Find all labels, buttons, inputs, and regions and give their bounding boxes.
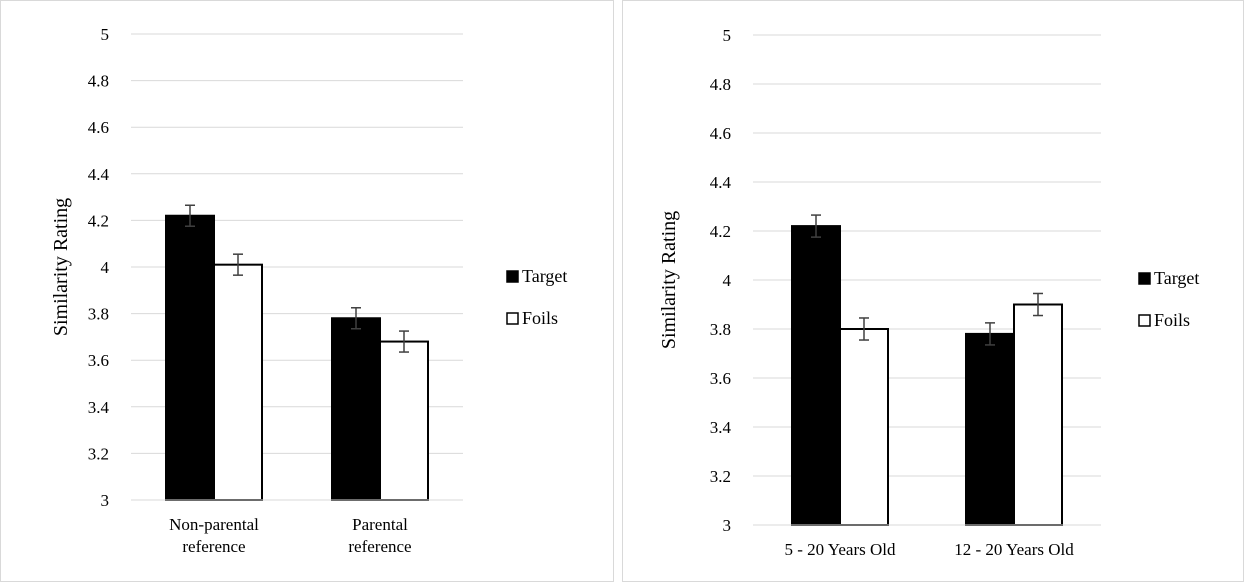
error-bar — [351, 307, 361, 330]
legend-swatch-target — [1138, 272, 1151, 285]
chart-panel-age-range: 3 3.2 3.4 3.6 3.8 4 4.2 4.4 4.6 4.8 5 Similarity Ra… — [622, 0, 1244, 582]
x-category-label: reference — [182, 537, 245, 556]
y-tick-label: 3.4 — [88, 398, 110, 417]
y-tick-label: 3.4 — [710, 418, 732, 437]
legend-label-target: Target — [522, 266, 567, 286]
x-category-label: Parental — [352, 515, 408, 534]
error-bar — [1033, 292, 1043, 317]
legend-label-target: Target — [1154, 268, 1199, 288]
bar-target — [331, 317, 381, 502]
y-tick-label: 4.4 — [710, 173, 732, 192]
y-tick-label: 4.2 — [88, 211, 109, 230]
y-tick-label: 4 — [723, 271, 732, 290]
bar-target — [791, 225, 841, 526]
y-axis-label: Similarity Rating — [50, 198, 72, 336]
chart-svg-right: 3 3.2 3.4 3.6 3.8 4 4.2 4.4 4.6 4.8 5 Similarity Ra… — [658, 26, 1199, 559]
y-tick-label: 4 — [101, 258, 110, 277]
chart-svg-left: 3 3.2 3.4 3.6 3.8 4 4.2 4.4 4.6 4.8 5 Similarity Ra… — [50, 25, 567, 556]
legend-label-foils: Foils — [1154, 310, 1190, 330]
y-tick-label: 3 — [101, 491, 110, 510]
legend-label-foils: Foils — [522, 308, 558, 328]
y-tick-label: 5 — [723, 26, 732, 45]
y-tick-label: 4.2 — [710, 222, 731, 241]
x-category-label: Non-parental — [169, 515, 259, 534]
legend-swatch-foils — [1138, 314, 1151, 327]
bar-foils — [379, 340, 429, 501]
bar-target — [965, 332, 1015, 526]
bar-target — [165, 214, 215, 502]
y-tick-label: 4.8 — [88, 72, 109, 91]
y-tick-label: 5 — [101, 25, 110, 44]
error-bar — [811, 214, 821, 238]
y-tick-label: 3.2 — [88, 444, 109, 463]
error-bar — [859, 317, 869, 341]
error-bar — [399, 330, 409, 353]
x-category-label: reference — [348, 537, 411, 556]
y-tick-label: 4.6 — [710, 124, 731, 143]
y-tick-label: 3.6 — [88, 351, 109, 370]
x-category-label: 12 - 20 Years Old — [954, 540, 1074, 559]
y-tick-label: 3.8 — [88, 305, 109, 324]
bar-foils — [839, 328, 889, 526]
bar-foils — [1013, 303, 1063, 526]
legend-swatch-foils — [506, 312, 519, 325]
y-tick-label: 4.8 — [710, 75, 731, 94]
bar-foils — [213, 263, 263, 502]
error-bar — [233, 253, 243, 276]
y-tick-label: 3 — [723, 516, 732, 535]
y-tick-label: 3.8 — [710, 320, 731, 339]
y-tick-label: 3.2 — [710, 467, 731, 486]
chart-panel-parental-reference: 3 3.2 3.4 3.6 3.8 4 4.2 4.4 4.6 4.8 5 Similarity Ra… — [0, 0, 614, 582]
y-tick-label: 4.6 — [88, 118, 109, 137]
error-bar — [185, 204, 195, 227]
x-category-label: 5 - 20 Years Old — [785, 540, 896, 559]
y-axis-label: Similarity Rating — [658, 211, 680, 349]
y-tick-label: 4.4 — [88, 165, 110, 184]
error-bar — [985, 322, 995, 346]
y-tick-label: 3.6 — [710, 369, 731, 388]
legend-swatch-target — [506, 270, 519, 283]
